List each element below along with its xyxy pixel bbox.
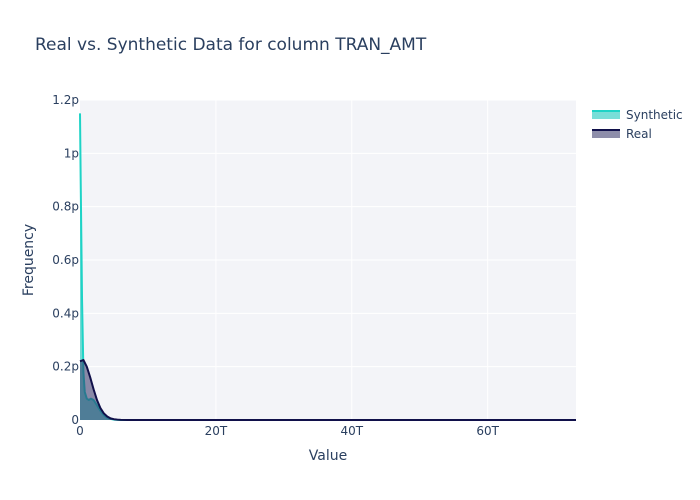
legend-item-real[interactable]: Real [592, 127, 652, 141]
series-layer [79, 113, 576, 421]
y-tick-label: 0.6p [52, 253, 79, 267]
y-tick-label: 0 [71, 413, 79, 427]
x-axis-title: Value [309, 448, 347, 464]
gridlines [80, 99, 576, 420]
y-axis-ticks: 0 0.2p 0.4p 0.6p 0.8p 1p 1.2p [52, 93, 79, 427]
real-line [79, 359, 576, 421]
y-tick-label: 1.2p [52, 93, 79, 107]
legend-item-synthetic[interactable]: Synthetic [592, 108, 683, 122]
y-tick-label: 0.2p [52, 360, 79, 374]
y-axis-title: Frequency [21, 224, 37, 296]
x-tick-label: 40T [340, 424, 363, 438]
x-tick-label: 20T [205, 424, 228, 438]
x-tick-label: 0 [76, 424, 84, 438]
chart-title: Real vs. Synthetic Data for column TRAN_… [35, 35, 427, 55]
legend-label: Real [626, 127, 652, 141]
y-tick-label: 0.8p [52, 200, 79, 214]
legend-label: Synthetic [626, 108, 683, 122]
x-axis-ticks: 0 20T 40T 60T [76, 424, 499, 438]
x-tick-label: 60T [476, 424, 499, 438]
legend-swatch [592, 130, 620, 138]
legend-swatch [592, 111, 620, 119]
legend[interactable]: Synthetic Real [592, 108, 683, 141]
y-tick-label: 1p [64, 146, 79, 160]
y-tick-label: 0.4p [52, 306, 79, 320]
